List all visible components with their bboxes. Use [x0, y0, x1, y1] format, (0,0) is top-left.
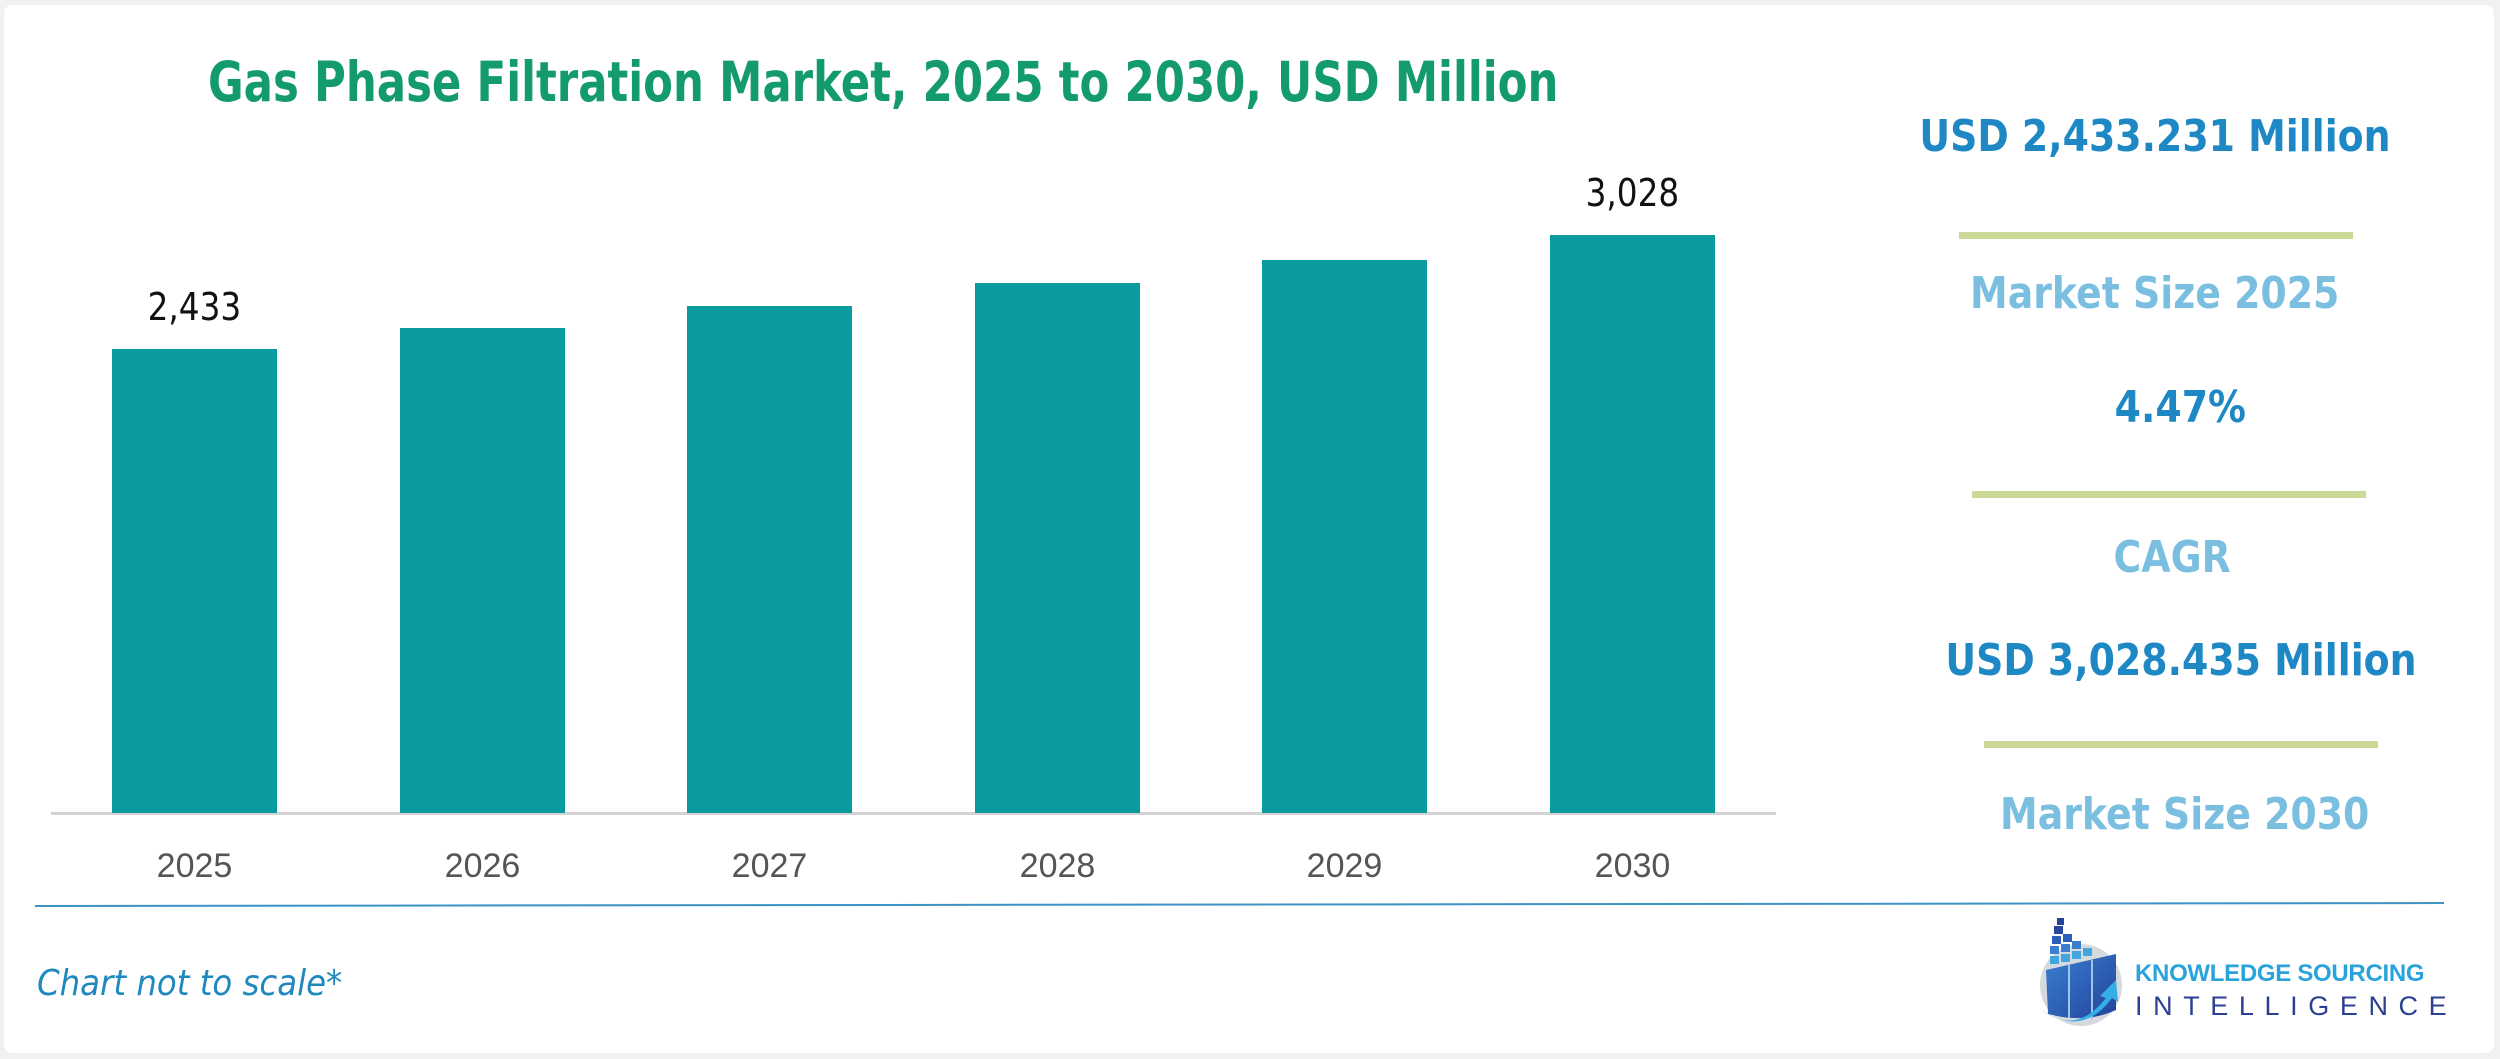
- bar-2028: [975, 283, 1140, 813]
- bar-2029: [1262, 260, 1427, 813]
- bar-2026: [400, 328, 565, 813]
- kpi-market-size-2025-value: USD 2,433.231 Million: [1919, 111, 2391, 162]
- logo-text-secondary: INTELLIGENCE: [2135, 991, 2458, 1021]
- x-tick-label-2025: 2025: [156, 847, 233, 885]
- x-tick-label-2027: 2027: [731, 847, 808, 885]
- bar-2025: [112, 349, 277, 813]
- kpi-market-size-2025-label: Market Size 2025: [1970, 268, 2340, 319]
- bar-2027: [687, 306, 852, 813]
- chart-title: Gas Phase Filtration Market, 2025 to 203…: [208, 50, 1559, 114]
- kpi-divider: [1984, 741, 2378, 748]
- kpi-divider: [1972, 491, 2366, 498]
- x-axis-line: [51, 812, 1776, 815]
- x-tick-label-2030: 2030: [1594, 847, 1671, 885]
- bar-2030: [1550, 235, 1715, 813]
- x-tick-label-2029: 2029: [1306, 847, 1383, 885]
- x-tick-label-2028: 2028: [1019, 847, 1096, 885]
- x-tick-label-2026: 2026: [444, 847, 521, 885]
- kpi-cagr-label: CAGR: [2113, 532, 2231, 583]
- logo-ship-icon: [2040, 918, 2122, 1026]
- logo-text-primary: KNOWLEDGE SOURCING: [2135, 960, 2425, 987]
- bar-chart: 2,433 2025 2026 2027 2028 2029 3,028 2030: [51, 171, 1776, 885]
- company-logo: KNOWLEDGE SOURCING INTELLIGENCE: [2036, 918, 2447, 1033]
- kpi-market-size-2030-value: USD 3,028.435 Million: [1945, 635, 2417, 686]
- kpi-divider: [1959, 232, 2353, 239]
- data-label-2025: 2,433: [147, 285, 242, 329]
- chart-footnote: Chart not to scale*: [37, 963, 343, 1004]
- kpi-market-size-2030-label: Market Size 2030: [2000, 789, 2370, 840]
- kpi-cagr-value: 4.47%: [2114, 382, 2246, 433]
- data-label-2030: 3,028: [1585, 171, 1680, 215]
